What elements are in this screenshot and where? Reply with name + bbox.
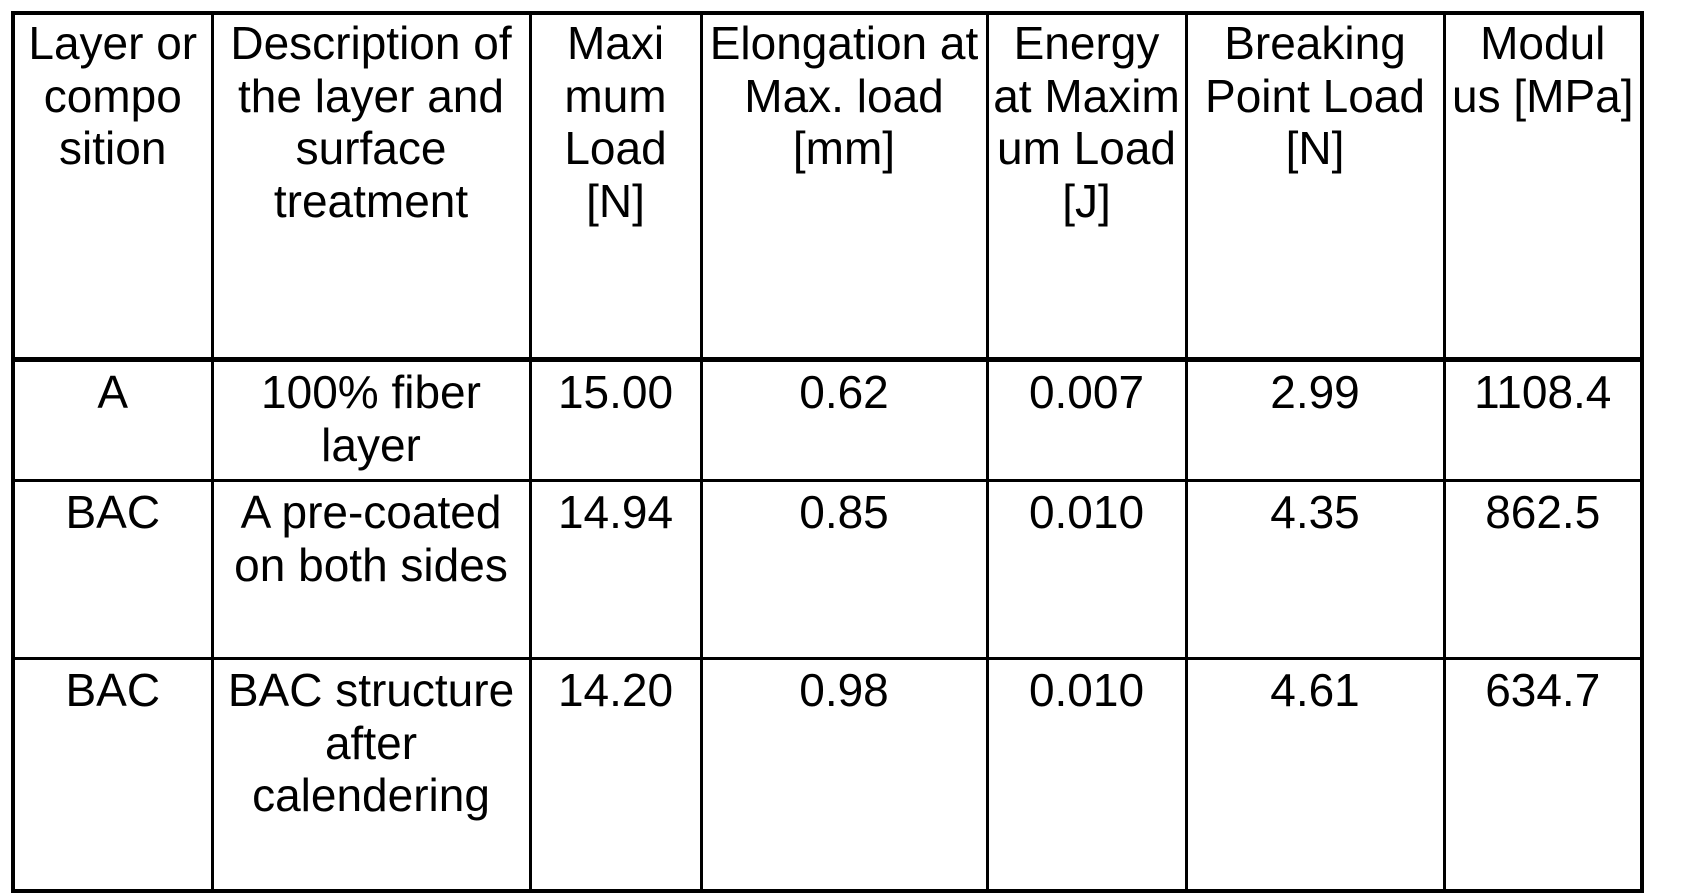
cell-elongation: 0.85 [701,481,987,659]
cell-modulus: 634.7 [1444,659,1642,892]
cell-description: BAC structure after calendering [212,659,530,892]
header-maximum-load: Maxi mum Load [N] [530,13,701,360]
cell-modulus: 1108.4 [1444,360,1642,481]
header-description: Description of the layer and surface tre… [212,13,530,360]
header-energy: Energy at Maxim um Load [J] [987,13,1186,360]
header-layer: Layer or compo sition [13,13,212,360]
tensile-properties-table: Layer or compo sition Description of the… [11,11,1644,893]
cell-maximum-load: 14.94 [530,481,701,659]
cell-description: A pre-coated on both sides [212,481,530,659]
cell-elongation: 0.62 [701,360,987,481]
header-elongation: Elongation at Max. load [mm] [701,13,987,360]
cell-layer: BAC [13,481,212,659]
cell-energy: 0.007 [987,360,1186,481]
cell-elongation: 0.98 [701,659,987,892]
table-row: A 100% fiber layer 15.00 0.62 0.007 2.99… [13,360,1642,481]
cell-breaking-point: 2.99 [1186,360,1444,481]
cell-energy: 0.010 [987,481,1186,659]
header-breaking-point: Breaking Point Load [N] [1186,13,1444,360]
table-row: BAC A pre-coated on both sides 14.94 0.8… [13,481,1642,659]
cell-breaking-point: 4.35 [1186,481,1444,659]
cell-layer: BAC [13,659,212,892]
cell-maximum-load: 15.00 [530,360,701,481]
cell-modulus: 862.5 [1444,481,1642,659]
cell-breaking-point: 4.61 [1186,659,1444,892]
cell-layer: A [13,360,212,481]
table-row: BAC BAC structure after calendering 14.2… [13,659,1642,892]
cell-description: 100% fiber layer [212,360,530,481]
cell-energy: 0.010 [987,659,1186,892]
header-modulus: Modul us [MPa] [1444,13,1642,360]
cell-maximum-load: 14.20 [530,659,701,892]
header-row: Layer or compo sition Description of the… [13,13,1642,360]
